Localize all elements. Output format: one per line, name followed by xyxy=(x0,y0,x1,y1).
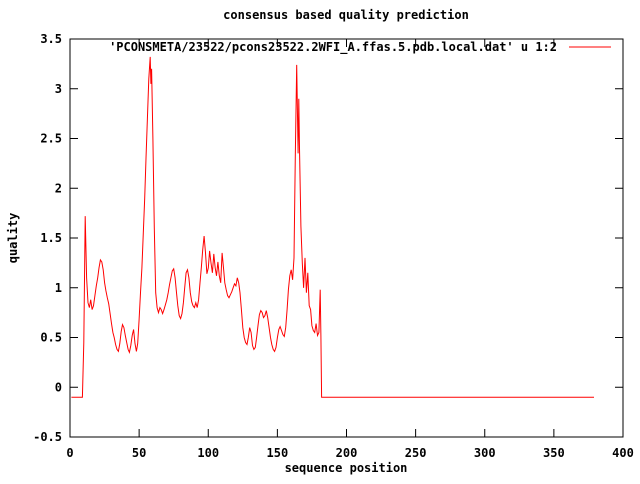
x-tick-label: 0 xyxy=(66,446,73,460)
y-tick-label: 2.5 xyxy=(40,132,62,146)
x-tick-label: 150 xyxy=(267,446,289,460)
x-tick-label: 300 xyxy=(474,446,496,460)
x-tick-label: 400 xyxy=(612,446,634,460)
axis-tick-labels: 0 50 100 150 200 250 300 350 400 -0.5 0 0.5 1 1.5 2 2.5… xyxy=(33,32,634,460)
y-tick-label: 3 xyxy=(55,82,62,96)
x-tick-label: 100 xyxy=(197,446,219,460)
y-tick-label: 3.5 xyxy=(40,32,62,46)
plot-border xyxy=(69,38,624,438)
y-axis-label: quality xyxy=(6,213,20,264)
legend-label: 'PCONSMETA/23522/pcons23522.2WFI_A.ffas.… xyxy=(109,40,557,55)
y-tick-label: 2 xyxy=(55,181,62,195)
x-tick-label: 250 xyxy=(405,446,427,460)
quality-curve xyxy=(71,56,594,398)
chart-title: consensus based quality prediction xyxy=(223,8,469,22)
y-tick-label: 0 xyxy=(55,380,62,394)
axis-ticks xyxy=(69,38,624,438)
x-axis-label: sequence position xyxy=(285,461,408,475)
x-tick-label: 200 xyxy=(336,446,358,460)
x-tick-label: 50 xyxy=(132,446,146,460)
y-tick-label: 0.5 xyxy=(40,331,62,345)
y-tick-label: -0.5 xyxy=(33,430,62,444)
y-tick-label: 1.5 xyxy=(40,231,62,245)
y-tick-label: 1 xyxy=(55,281,62,295)
x-tick-label: 350 xyxy=(543,446,565,460)
